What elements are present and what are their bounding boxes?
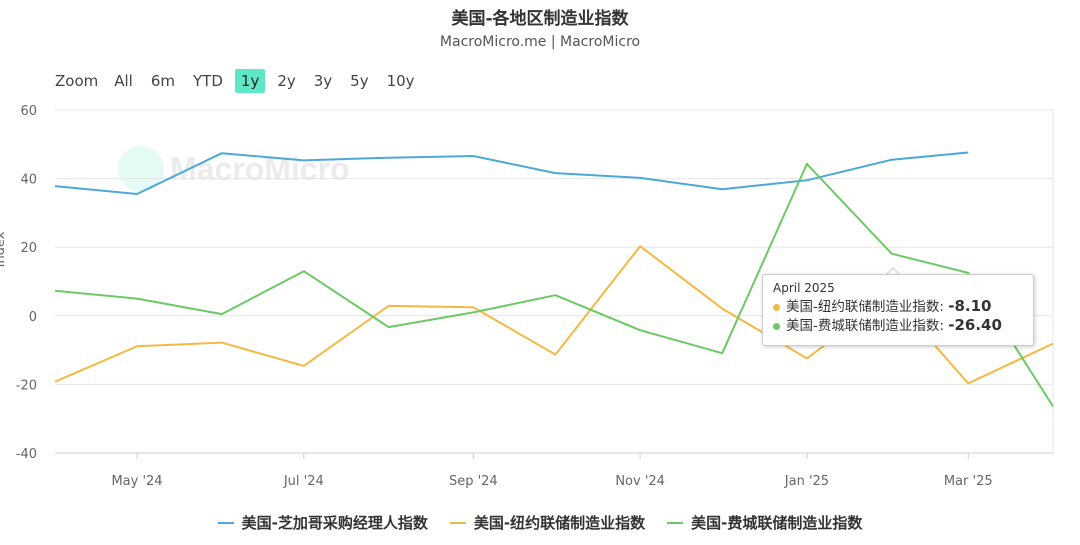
x-tick-label: Jan '25 <box>784 474 829 489</box>
zoom-label: Zoom <box>55 72 99 90</box>
tooltip-row-ny: 美国-纽约联储制造业指数: -8.10 <box>773 297 1023 316</box>
x-tick-label: Jul '24 <box>283 474 324 489</box>
chart-title: 美国-各地区制造业指数 <box>451 9 629 29</box>
tooltip-label-ny: 美国-纽约联储制造业指数: <box>786 299 944 315</box>
y-tick-label: 60 <box>20 104 37 119</box>
tooltip-value-philly: -26.40 <box>948 316 1002 334</box>
zoom-2y-button[interactable]: 2y <box>277 72 296 90</box>
chart-subtitle: MacroMicro.me | MacroMicro <box>439 34 641 50</box>
y-tick-label: 20 <box>20 241 37 256</box>
tooltip-row-philly: 美国-费城联储制造业指数: -26.40 <box>773 316 1023 335</box>
tooltip-dot-philly <box>773 322 780 330</box>
zoom-1y-button[interactable]: 1y <box>234 69 266 93</box>
legend-label-chicago: 美国-芝加哥采购经理人指数 <box>241 514 428 532</box>
zoom-ytd-button[interactable]: YTD <box>193 72 223 90</box>
zoom-10y-button[interactable]: 10y <box>386 72 415 90</box>
series-line-2 <box>54 162 1054 407</box>
x-tick-label: Sep '24 <box>449 474 498 489</box>
x-tick-label: Mar '25 <box>944 474 993 489</box>
legend-label-philly: 美国-费城联储制造业指数 <box>691 514 863 532</box>
zoom-6m-button[interactable]: 6m <box>150 72 176 90</box>
y-tick-label: 40 <box>20 173 37 188</box>
tooltip-dot-ny <box>773 303 780 311</box>
macromicro-watermark: MacroMicro <box>118 146 350 192</box>
tooltip: April 2025 美国-纽约联储制造业指数: -8.10 美国-费城联储制造… <box>762 274 1034 346</box>
legend-item-philly[interactable]: 美国-费城联储制造业指数 <box>667 512 862 533</box>
x-tick-label: Nov '24 <box>615 474 665 489</box>
zoom-all-button[interactable]: All <box>114 72 133 90</box>
series-line-0 <box>54 151 969 195</box>
zoom-bar: Zoom All 6m YTD 1y 2y 3y 5y 10y <box>55 68 421 94</box>
legend-swatch-chicago <box>217 521 234 524</box>
legend: 美国-芝加哥采购经理人指数 美国-纽约联储制造业指数 美国-费城联储制造业指数 <box>0 512 1080 533</box>
legend-label-ny: 美国-纽约联储制造业指数 <box>473 514 646 532</box>
tooltip-label-philly: 美国-费城联储制造业指数: <box>786 318 944 334</box>
y-tick-label: -20 <box>16 378 37 393</box>
y-axis-label: Index <box>0 231 8 267</box>
legend-swatch-philly <box>667 521 684 524</box>
legend-swatch-ny <box>449 521 466 524</box>
y-tick-label: 0 <box>29 310 37 325</box>
legend-item-ny[interactable]: 美国-纽约联储制造业指数 <box>449 512 646 533</box>
zoom-3y-button[interactable]: 3y <box>313 72 333 90</box>
legend-item-chicago[interactable]: 美国-芝加哥采购经理人指数 <box>217 512 428 533</box>
tooltip-value-ny: -8.10 <box>948 297 992 315</box>
tooltip-date: April 2025 <box>773 281 835 295</box>
x-tick-label: May '24 <box>111 474 162 489</box>
y-tick-label: -40 <box>16 447 37 462</box>
zoom-5y-button[interactable]: 5y <box>350 72 369 90</box>
